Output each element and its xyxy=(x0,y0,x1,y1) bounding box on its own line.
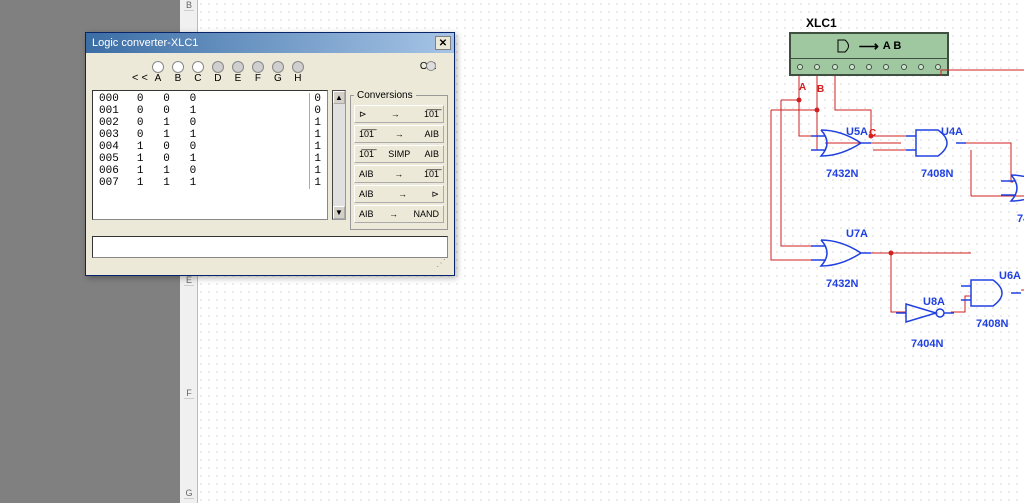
close-button[interactable]: ✕ xyxy=(435,36,451,50)
xlc-pin[interactable] xyxy=(832,64,838,70)
truth-table[interactable]: 000 001 002 003 004 005 006 007 0 0 0 0 … xyxy=(92,90,328,220)
input-label: H xyxy=(294,73,301,84)
conversion-button-1[interactable]: 1̅0̅1̅→AIB xyxy=(354,125,444,143)
arrow-icon: ⟶ xyxy=(859,38,879,55)
input-radio[interactable] xyxy=(292,61,304,73)
input-selector-row: Out < < ABCDEFGH xyxy=(92,59,448,86)
xlc-ab-label: A B xyxy=(883,40,902,52)
gate-u7a[interactable] xyxy=(811,240,871,266)
input-radio[interactable] xyxy=(152,61,164,73)
xlc-pin[interactable] xyxy=(935,64,941,70)
truth-scrollbar[interactable]: ▲ ▼ xyxy=(332,90,346,220)
input-label: A xyxy=(155,73,162,84)
gate-refdes: U8A xyxy=(923,296,945,308)
gate-refdes: U6A xyxy=(999,270,1021,282)
out-radio[interactable] xyxy=(426,61,436,71)
conversions-legend: Conversions xyxy=(354,90,416,101)
input-label: C xyxy=(194,73,201,84)
xlc1-title: XLC1 xyxy=(806,16,837,30)
dialog-title: Logic converter-XLC1 xyxy=(92,37,198,49)
input-radio[interactable] xyxy=(252,61,264,73)
gate-partno: 7432N xyxy=(826,278,858,290)
pin-b-label: B xyxy=(817,84,824,95)
conversions-panel: Conversions ⊳→1̅0̅1̅ 1̅0̅1̅→AIB 1̅0̅1̅SIMP… xyxy=(350,90,448,230)
conversion-button-2[interactable]: 1̅0̅1̅SIMPAIB xyxy=(354,145,444,163)
ruler-mark: B xyxy=(184,0,194,11)
xlc-pin[interactable] xyxy=(918,64,924,70)
input-label: G xyxy=(274,73,282,84)
input-col-f[interactable]: F xyxy=(248,61,268,84)
gate-icon xyxy=(837,39,855,53)
input-col-d[interactable]: D xyxy=(208,61,228,84)
dialog-body: Out < < ABCDEFGH 000 001 002 003 004 005… xyxy=(86,53,454,275)
input-radio[interactable] xyxy=(272,61,284,73)
xlc-pin[interactable] xyxy=(901,64,907,70)
input-label: B xyxy=(175,73,182,84)
conversion-button-5[interactable]: AIB→NAND xyxy=(354,205,444,223)
gate-partno: 7408N xyxy=(921,168,953,180)
gate-partno: 7432N xyxy=(826,168,858,180)
gate-partno: 7408N xyxy=(976,318,1008,330)
truth-bits-col: 0 0 0 0 0 1 0 1 0 0 1 1 1 0 0 1 0 1 1 1 … xyxy=(137,93,196,217)
truth-out-col: 0 0 1 1 1 1 1 1 xyxy=(309,93,321,189)
input-radio[interactable] xyxy=(232,61,244,73)
logic-converter-component[interactable]: ⟶ A B xyxy=(789,32,949,76)
input-radio[interactable] xyxy=(212,61,224,73)
input-col-b[interactable]: B xyxy=(168,61,188,84)
pin-c-label: C xyxy=(869,128,876,139)
scroll-down-arrow[interactable]: ▼ xyxy=(333,206,345,219)
xlc-pin[interactable] xyxy=(883,64,889,70)
scroll-up-arrow[interactable]: ▲ xyxy=(333,91,345,104)
xlc-pin[interactable] xyxy=(849,64,855,70)
gate-refdes: U5A xyxy=(846,126,868,138)
ruler-mark: F xyxy=(184,388,194,399)
xlc-pin[interactable] xyxy=(814,64,820,70)
close-icon: ✕ xyxy=(439,38,447,49)
pin-a-label: A xyxy=(799,82,806,93)
resize-grip[interactable]: ⋰ xyxy=(92,258,448,269)
gate-u6a[interactable] xyxy=(961,280,1021,306)
gate-refdes: U7A xyxy=(846,228,868,240)
gate-u3a[interactable] xyxy=(1001,175,1024,201)
input-label: E xyxy=(235,73,242,84)
expression-input[interactable] xyxy=(92,236,448,258)
conversion-button-3[interactable]: AIB→1̅0̅1̅ xyxy=(354,165,444,183)
ruler-mark: E xyxy=(184,275,194,286)
input-label: D xyxy=(214,73,221,84)
gate-partno: 7432N xyxy=(1017,213,1024,225)
out-label: Out xyxy=(420,61,436,72)
input-col-g[interactable]: G xyxy=(268,61,288,84)
xlc-pin[interactable] xyxy=(797,64,803,70)
input-label: F xyxy=(255,73,261,84)
gate-partno: 7404N xyxy=(911,338,943,350)
ruler-mark: G xyxy=(184,488,194,499)
input-radio[interactable] xyxy=(172,61,184,73)
logic-converter-dialog[interactable]: Logic converter-XLC1 ✕ Out < < ABCDEFGH … xyxy=(85,32,455,276)
xlc-pin[interactable] xyxy=(866,64,872,70)
conversion-button-4[interactable]: AIB→⊳ xyxy=(354,185,444,203)
input-col-c[interactable]: C xyxy=(188,61,208,84)
input-radio[interactable] xyxy=(192,61,204,73)
xlc-symbol-row: ⟶ A B xyxy=(791,34,947,58)
xlc-pin-row xyxy=(791,58,947,74)
conversion-button-0[interactable]: ⊳→1̅0̅1̅ xyxy=(354,105,444,123)
input-col-h[interactable]: H xyxy=(288,61,308,84)
truth-index-col: 000 001 002 003 004 005 006 007 xyxy=(99,93,119,217)
dialog-titlebar[interactable]: Logic converter-XLC1 ✕ xyxy=(86,33,454,53)
input-col-a[interactable]: A xyxy=(148,61,168,84)
gate-refdes: U4A xyxy=(941,126,963,138)
input-col-e[interactable]: E xyxy=(228,61,248,84)
